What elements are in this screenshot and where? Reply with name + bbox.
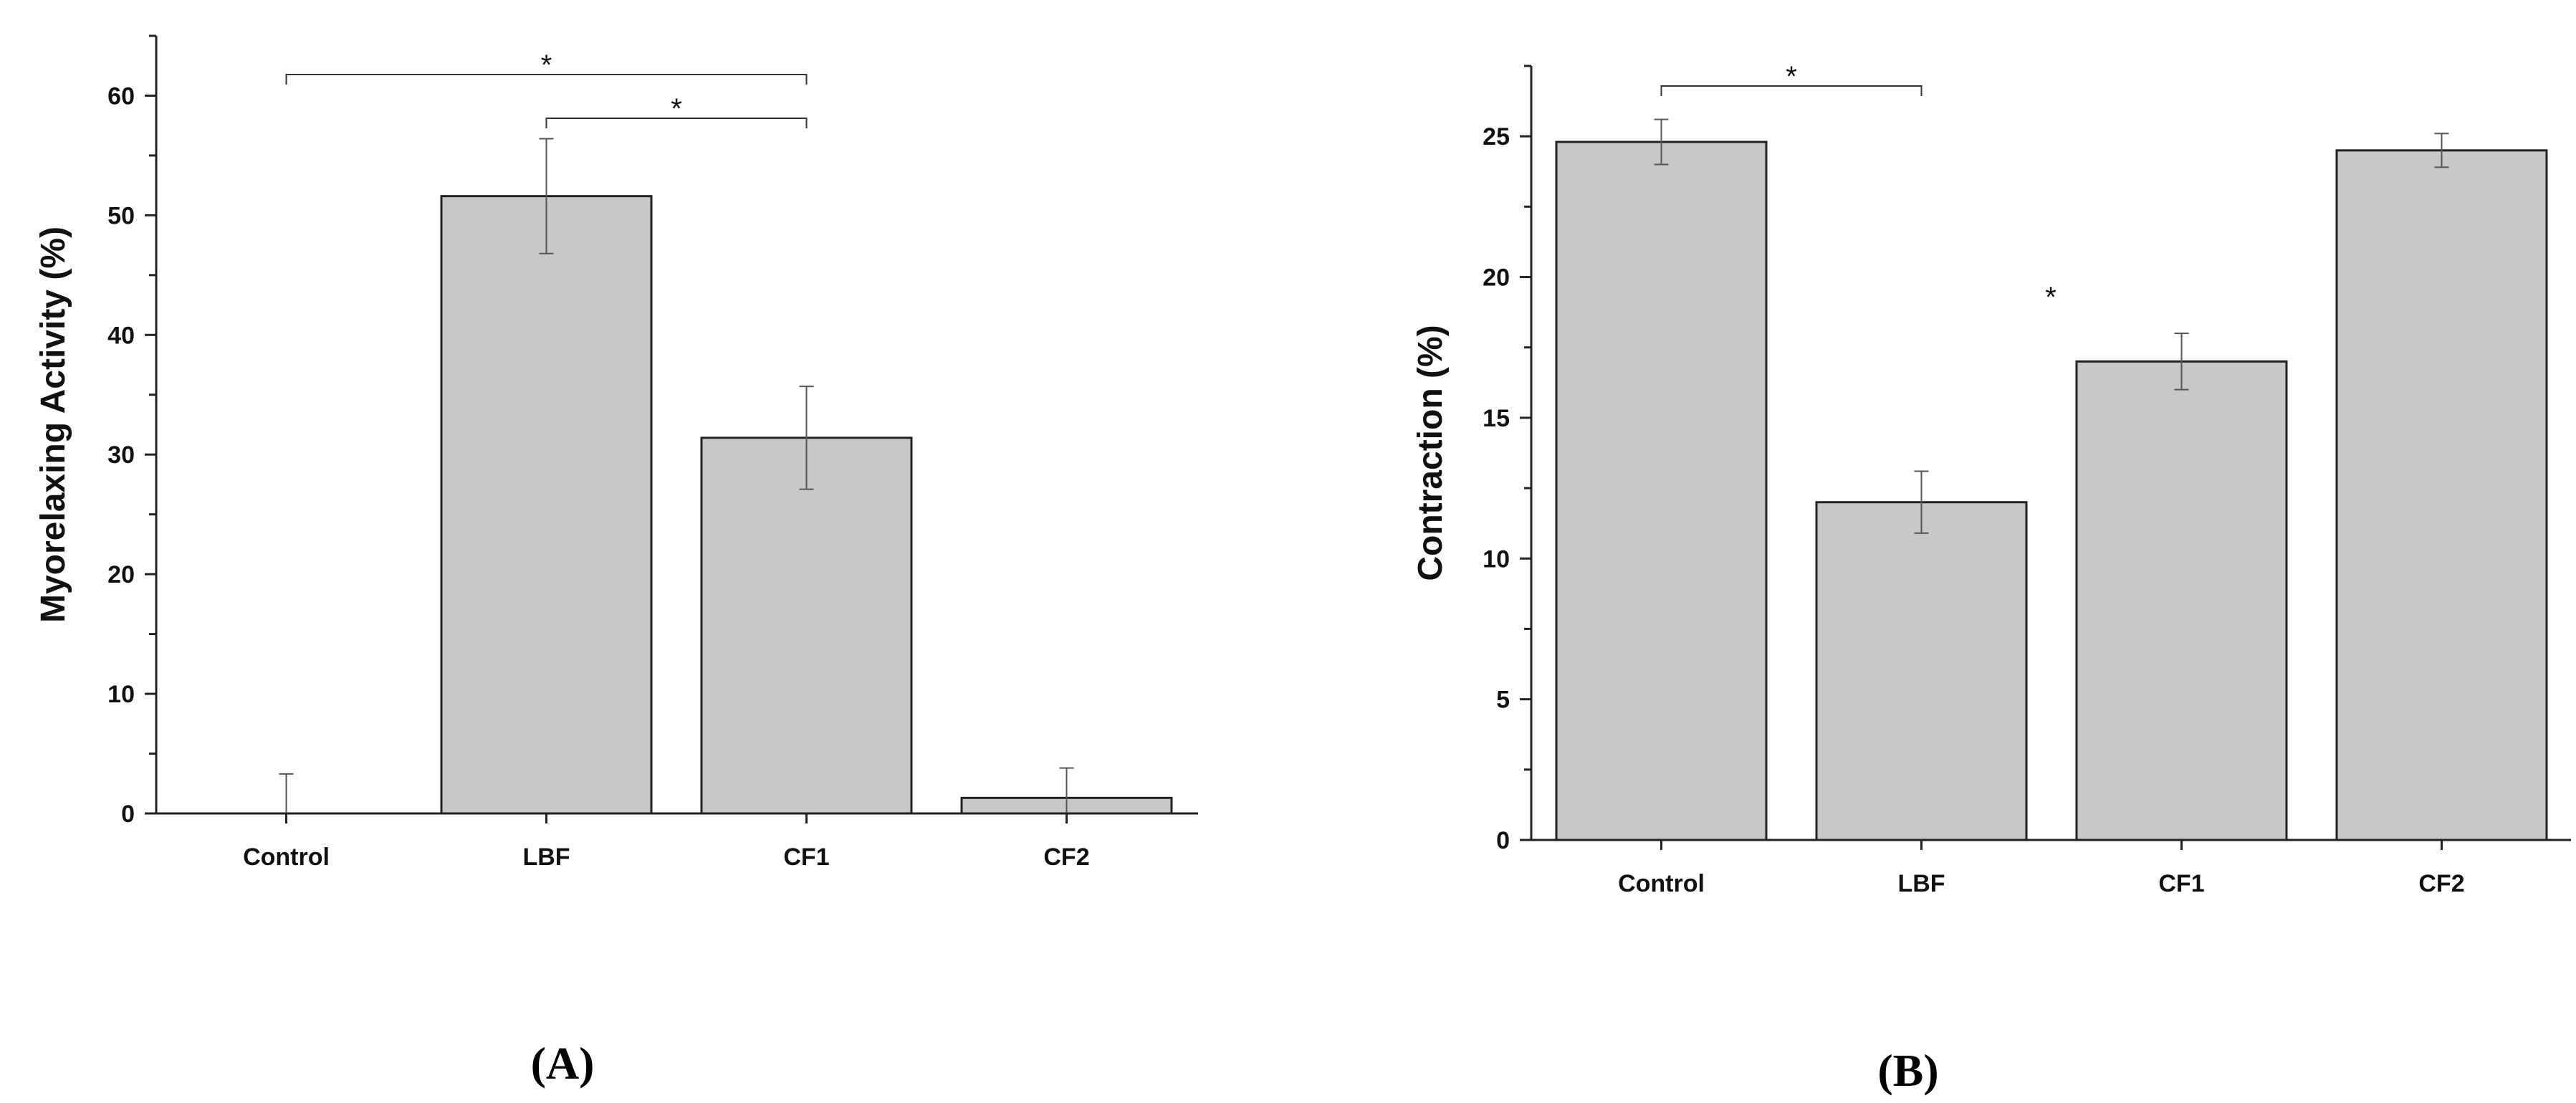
bar-cf2 [2335, 149, 2548, 841]
significance-star: * [2045, 282, 2057, 313]
significance-star: * [671, 93, 682, 125]
x-tick-label: CF2 [2418, 870, 2464, 897]
x-tick-label: CF1 [783, 844, 829, 871]
y-tick-label: 10 [107, 681, 135, 708]
y-tick-label: 40 [107, 322, 135, 349]
y-tick-label: 25 [1483, 123, 1510, 151]
significance-star: * [1786, 61, 1797, 92]
y-tick-label: 30 [107, 441, 135, 469]
bar-cf1 [2075, 360, 2288, 841]
significance-bracket [545, 118, 808, 128]
y-axis-title: Contraction (%) [1412, 325, 1450, 581]
panel-b: 0 5 10 15 20 25 Control LBF CF1 CF2 Contraction (%… [1412, 61, 2571, 1096]
x-tick-label: Control [243, 844, 330, 871]
y-tick-label: 0 [1496, 827, 1510, 854]
bar-cf1 [700, 436, 913, 815]
significance-star: * [541, 49, 552, 81]
panel-label: (A) [531, 1038, 595, 1089]
bar-control [1555, 140, 1768, 841]
significance-bracket [1660, 85, 1923, 96]
y-tick-label: 10 [1483, 545, 1510, 573]
x-tick-label: LBF [1897, 870, 1945, 897]
panel-label: (B) [1877, 1045, 1938, 1096]
y-tick-label: 50 [107, 202, 135, 229]
x-tick-label: Control [1618, 870, 1705, 897]
bar-lbf [1815, 501, 2028, 841]
y-tick-label: 20 [107, 561, 135, 588]
y-axis-title: Myorelaxing Activity (%) [34, 226, 72, 623]
x-tick-label: LBF [522, 844, 570, 871]
bar-lbf [440, 195, 653, 815]
y-tick-label: 0 [121, 801, 135, 828]
x-tick-label: CF2 [1043, 844, 1089, 871]
y-tick-label: 60 [107, 82, 135, 110]
significance-bracket [285, 74, 808, 85]
panel-a: 0 10 20 30 40 50 60 Control LBF CF1 CF2 Myorelaxing… [34, 34, 1198, 1089]
x-tick-label: CF1 [2158, 870, 2204, 897]
y-tick-label: 20 [1483, 264, 1510, 292]
y-tick-label: 5 [1496, 687, 1510, 714]
y-tick-label: 15 [1483, 405, 1510, 432]
